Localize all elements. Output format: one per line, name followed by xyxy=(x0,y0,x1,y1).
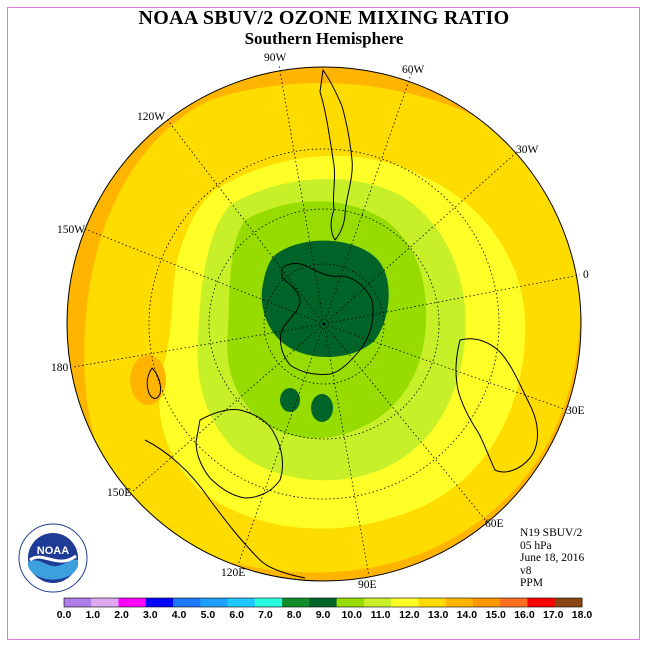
colorbar-swatch xyxy=(554,598,583,607)
colorbar-tick-label: 10.0 xyxy=(342,609,363,621)
page-frame xyxy=(7,7,640,640)
meridian-0 xyxy=(323,274,581,325)
colorbar-swatch xyxy=(527,598,556,607)
meridian-30w xyxy=(323,151,518,325)
colorbar-swatch xyxy=(418,598,447,607)
colorbar-swatch xyxy=(145,598,174,607)
info-version: v8 xyxy=(520,564,532,577)
product-info: N19 SBUV/2 05 hPa June 18, 2016 v8 PPM xyxy=(520,527,584,590)
colorbar-tick-label: 16.0 xyxy=(514,609,535,621)
meridian-120e xyxy=(237,323,325,566)
meridian-60e xyxy=(323,323,488,523)
meridian-150w xyxy=(84,228,325,325)
meridian-180 xyxy=(72,323,325,368)
colorbar-swatch xyxy=(64,598,92,607)
coastline-australia xyxy=(195,409,283,499)
colorbar-swatch xyxy=(173,598,201,607)
meridian-60w xyxy=(323,71,413,325)
lon-label-0: 0 xyxy=(583,269,589,281)
page-title: NOAA SBUV/2 OZONE MIXING RATIO xyxy=(138,7,510,29)
globe-edge xyxy=(66,66,582,582)
colorbar-swatch xyxy=(391,598,419,607)
colorbar-swatch xyxy=(227,598,256,607)
lon-label-90e: 90E xyxy=(358,579,377,591)
colorbar-tick-label: 14.0 xyxy=(457,609,478,621)
meridian-90e xyxy=(323,323,370,577)
coastlines xyxy=(144,69,538,579)
colorbar-swatch xyxy=(336,598,365,607)
meridian-30e xyxy=(323,323,568,411)
latitude-circle-3 xyxy=(148,148,500,500)
noaa-logo: NOAA xyxy=(18,523,88,593)
latitude-circle-1 xyxy=(263,263,385,385)
colorbar-tick-label: 6.0 xyxy=(229,609,244,621)
colorbar-swatch xyxy=(363,598,392,607)
lon-label-60e: 60E xyxy=(485,518,504,530)
ozone-band-9-10 xyxy=(261,240,389,358)
lon-label-120w: 120W xyxy=(137,111,165,123)
info-instrument: N19 SBUV/2 xyxy=(520,527,583,539)
colorbar-frame xyxy=(63,597,583,608)
meridian-150e xyxy=(131,323,325,493)
colorbar-tick-label: 17.0 xyxy=(543,609,564,621)
ozone-core-east xyxy=(280,388,300,412)
colorbar-tick-label: 13.0 xyxy=(428,609,449,621)
colorbar-swatch xyxy=(91,598,119,607)
colorbar-swatch xyxy=(500,598,528,607)
colorbar-swatch xyxy=(309,598,338,607)
lon-label-150w: 150W xyxy=(57,224,85,236)
lon-label-60w: 60W xyxy=(402,64,425,76)
graticule xyxy=(72,64,581,577)
colorbar-tick-label: 2.0 xyxy=(114,609,129,621)
info-level: 05 hPa xyxy=(520,539,552,552)
lon-label-180: 180 xyxy=(51,362,69,374)
lon-label-150e: 150E xyxy=(107,487,131,499)
colorbar-tick-label: 4.0 xyxy=(172,609,187,621)
info-date: June 18, 2016 xyxy=(520,552,585,565)
logo-wordmark: NOAA xyxy=(37,545,69,557)
colorbar-swatch xyxy=(200,598,228,607)
colorbar-swatch xyxy=(282,598,310,607)
colorbar-tick-label: 8.0 xyxy=(287,609,302,621)
colorbar-swatches xyxy=(63,597,583,608)
ozone-lobe-1 xyxy=(262,370,350,439)
coastline-south-america xyxy=(319,69,353,241)
lon-label-90w: 90W xyxy=(264,52,287,64)
colorbar-tick-label: 5.0 xyxy=(201,609,216,621)
colorbar-tick-label: 3.0 xyxy=(143,609,158,621)
meridian-120w xyxy=(165,117,325,325)
colorbar-tick-label: 9.0 xyxy=(316,609,331,621)
coastline-africa xyxy=(455,338,538,473)
page-subtitle: Southern Hemisphere xyxy=(244,29,404,48)
colorbar-labels: 0.0 1.0 2.0 3.0 4.0 5.0 6.0 7.0 8.0 9.0 10.0 11.0 12… xyxy=(57,609,593,621)
colorbar: 0.0 1.0 2.0 3.0 4.0 5.0 6.0 7.0 8.0 9.0 10.0 11.0 12… xyxy=(57,597,593,621)
colorbar-tick-label: 15.0 xyxy=(485,609,506,621)
coastline-antarctica xyxy=(279,263,374,375)
colorbar-tick-label: 18.0 xyxy=(572,609,593,621)
lon-label-30w: 30W xyxy=(516,144,539,156)
colorbar-tick-label: 7.0 xyxy=(258,609,273,621)
ozone-core-west xyxy=(311,394,333,422)
colorbar-tick-label: 12.0 xyxy=(399,609,420,621)
ozone-low-anomaly xyxy=(130,355,166,405)
colorbar-swatch xyxy=(472,598,501,607)
colorbar-tick-label: 0.0 xyxy=(57,609,72,621)
lon-label-30e: 30E xyxy=(566,405,585,417)
coastline-asia-islands xyxy=(144,439,306,579)
colorbar-tick-label: 11.0 xyxy=(371,609,391,621)
colorbar-tick-label: 1.0 xyxy=(85,609,100,621)
colorbar-swatch xyxy=(254,598,283,607)
info-units: PPM xyxy=(520,577,544,590)
lon-label-120e: 120E xyxy=(221,567,245,579)
latitude-circle-2 xyxy=(208,208,440,440)
colorbar-swatch xyxy=(118,598,147,607)
coastline-new-zealand xyxy=(146,367,161,399)
colorbar-swatch xyxy=(445,598,474,607)
